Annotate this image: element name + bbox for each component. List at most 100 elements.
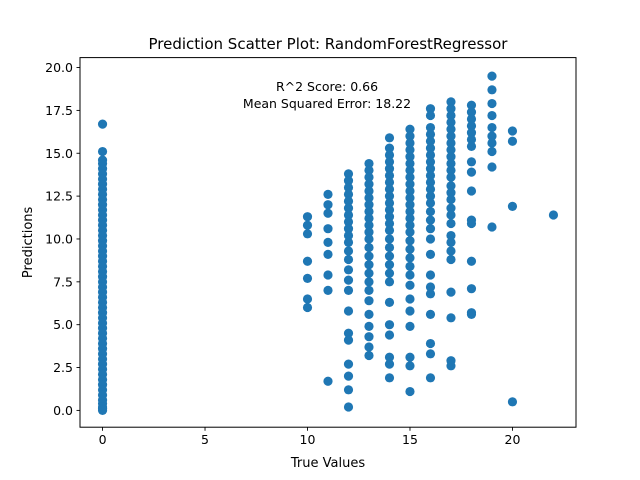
y-tick-label: 17.5	[45, 103, 73, 118]
data-point	[425, 309, 436, 319]
data-point	[466, 256, 477, 266]
data-point	[343, 203, 354, 213]
data-point	[97, 146, 108, 157]
data-point	[487, 122, 497, 133]
data-point	[405, 227, 415, 237]
data-point	[446, 158, 456, 169]
data-point	[487, 138, 497, 148]
data-point	[405, 253, 415, 263]
data-point	[425, 373, 436, 383]
data-point	[466, 309, 477, 319]
data-point	[405, 236, 415, 246]
data-point	[466, 186, 477, 196]
data-point	[446, 218, 456, 229]
data-point	[364, 321, 374, 331]
data-point	[425, 177, 436, 187]
data-point	[364, 186, 374, 196]
data-point	[343, 189, 354, 199]
data-point	[384, 320, 395, 330]
data-point	[466, 157, 477, 167]
data-point	[364, 251, 374, 261]
data-point	[364, 332, 374, 342]
y-tick-label: 2.5	[53, 360, 73, 375]
data-point	[364, 227, 374, 237]
data-point	[405, 294, 415, 304]
data-point	[405, 244, 415, 254]
data-point	[405, 165, 415, 175]
data-point	[384, 234, 395, 244]
data-point	[405, 193, 415, 203]
data-point	[343, 224, 354, 234]
data-point	[425, 104, 436, 114]
data-point	[405, 321, 415, 331]
data-point	[343, 265, 354, 275]
y-tick-label: 12.5	[45, 189, 73, 204]
data-point	[323, 200, 333, 210]
data-point	[425, 136, 436, 146]
data-point	[487, 85, 497, 95]
data-point	[364, 179, 374, 189]
data-point	[364, 268, 374, 278]
data-point	[343, 285, 354, 295]
data-point	[425, 184, 436, 194]
data-point	[384, 352, 395, 362]
data-point	[425, 143, 436, 153]
data-point	[364, 165, 374, 175]
data-point	[446, 124, 456, 134]
data-point	[507, 136, 518, 146]
data-point	[446, 104, 456, 114]
data-point	[343, 196, 354, 206]
data-point	[446, 194, 456, 205]
data-point	[384, 191, 395, 201]
data-point	[343, 210, 354, 220]
data-point	[405, 220, 415, 230]
x-tick-label: 15	[402, 432, 418, 447]
data-point	[97, 119, 108, 129]
data-point	[343, 254, 354, 265]
data-point	[343, 385, 354, 395]
data-point	[323, 189, 333, 199]
data-point	[405, 206, 415, 217]
data-point	[364, 172, 374, 182]
data-point	[446, 254, 456, 265]
data-point	[384, 170, 395, 181]
data-point	[405, 131, 415, 141]
data-point	[446, 97, 456, 107]
data-point	[302, 294, 313, 304]
data-point	[323, 270, 333, 280]
data-point	[425, 224, 436, 234]
data-point	[425, 164, 436, 174]
data-point	[384, 277, 395, 287]
data-point	[384, 359, 395, 369]
data-point	[384, 260, 395, 270]
data-point	[384, 251, 395, 261]
data-point	[343, 306, 354, 316]
data-point	[487, 222, 497, 232]
data-point	[466, 121, 477, 131]
data-point	[343, 246, 354, 256]
data-point	[302, 229, 313, 239]
data-point	[384, 218, 395, 229]
data-point	[446, 361, 456, 371]
data-point	[446, 287, 456, 297]
data-point	[425, 282, 436, 292]
data-point	[446, 138, 456, 148]
data-point	[446, 131, 456, 141]
y-tick-label: 10.0	[45, 231, 73, 246]
data-point	[507, 397, 518, 407]
x-axis-label: True Values	[290, 456, 365, 471]
data-point	[384, 242, 395, 253]
data-point	[446, 172, 456, 182]
data-point	[405, 270, 415, 280]
y-tick-label: 0.0	[53, 403, 73, 418]
data-point	[343, 237, 354, 247]
data-point	[343, 169, 354, 179]
data-point	[466, 284, 477, 294]
data-point	[446, 246, 456, 256]
data-point	[364, 200, 374, 210]
y-tick-label: 7.5	[53, 274, 73, 289]
data-point	[384, 164, 395, 174]
y-tick-label: 15.0	[45, 146, 73, 161]
data-point	[446, 237, 456, 247]
